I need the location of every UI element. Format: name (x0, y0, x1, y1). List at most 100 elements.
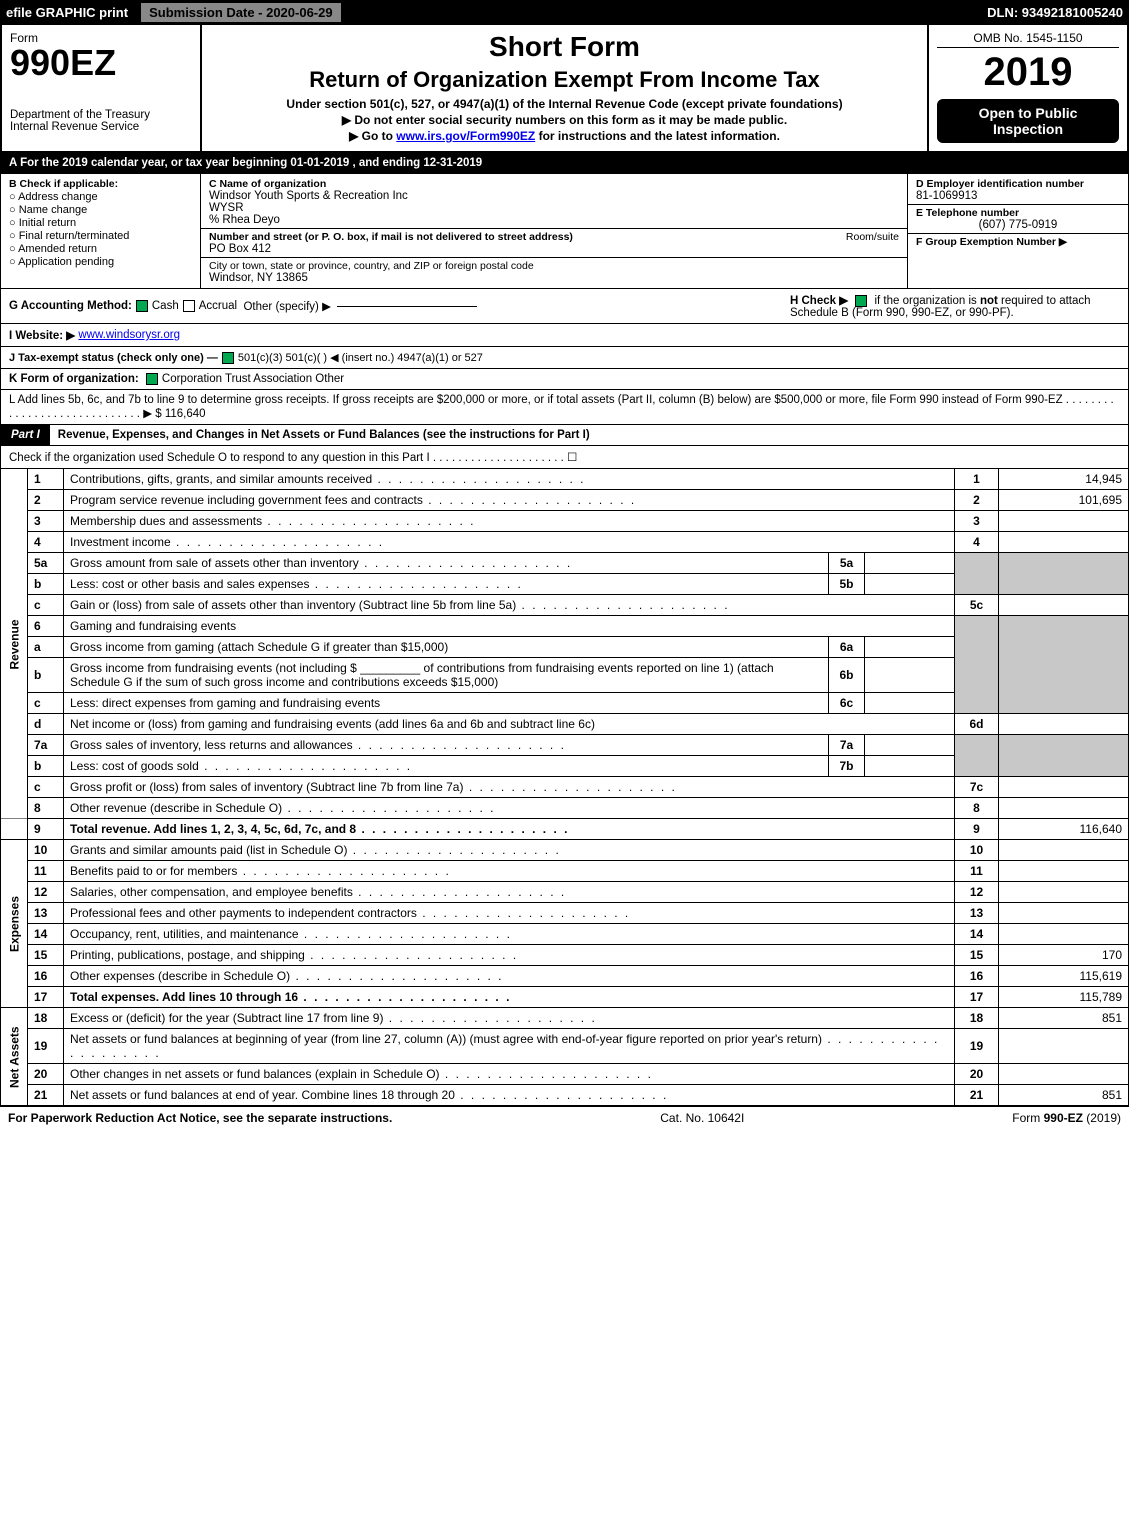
l18-v: 851 (999, 1008, 1129, 1029)
l1-v: 14,945 (999, 469, 1129, 490)
l5a-t: Gross amount from sale of assets other t… (64, 553, 829, 574)
footer-mid: Cat. No. 10642I (660, 1111, 744, 1125)
g-label: G Accounting Method: (9, 300, 132, 312)
l8-t: Other revenue (describe in Schedule O) (64, 798, 955, 819)
box-c-label: C Name of organization (209, 178, 899, 190)
box-e-label: E Telephone number (916, 207, 1120, 219)
org-name-1: Windsor Youth Sports & Recreation Inc (209, 190, 899, 202)
l5b-sv (865, 574, 955, 595)
l1-n: 1 (28, 469, 64, 490)
row-k: K Form of organization: Corporation Trus… (0, 369, 1129, 390)
l5b-s: 5b (829, 574, 865, 595)
l6-t: Gaming and fundraising events (64, 616, 955, 637)
l3-v (999, 511, 1129, 532)
l15-n: 15 (28, 945, 64, 966)
l4-t: Investment income (64, 532, 955, 553)
row-l: L Add lines 5b, 6c, and 7b to line 9 to … (0, 390, 1129, 425)
chk-h[interactable] (855, 295, 867, 307)
efile-label: efile GRAPHIC print (6, 5, 128, 20)
chk-name-change[interactable]: Name change (9, 204, 192, 216)
box-d-label: D Employer identification number (916, 178, 1120, 190)
tax-year: 2019 (937, 50, 1119, 95)
part1-title: Revenue, Expenses, and Changes in Net As… (50, 425, 1128, 445)
l5b-n: b (28, 574, 64, 595)
l14-v (999, 924, 1129, 945)
l15-v: 170 (999, 945, 1129, 966)
chk-application-pending[interactable]: Application pending (9, 256, 192, 268)
chk-cash[interactable] (136, 300, 148, 312)
other-blank[interactable] (337, 306, 477, 307)
l1-t: Contributions, gifts, grants, and simila… (64, 469, 955, 490)
l19-t: Net assets or fund balances at beginning… (64, 1029, 955, 1064)
box-b: B Check if applicable: Address change Na… (1, 174, 201, 288)
side-rev-end (1, 819, 28, 840)
l3-c: 3 (955, 511, 999, 532)
l20-n: 20 (28, 1064, 64, 1085)
l19-c: 19 (955, 1029, 999, 1064)
website-link[interactable]: www.windsorysr.org (78, 329, 180, 341)
footer: For Paperwork Reduction Act Notice, see … (0, 1106, 1129, 1129)
po-box: PO Box 412 (209, 243, 899, 255)
l6b-s: 6b (829, 658, 865, 693)
chk-initial-return[interactable]: Initial return (9, 217, 192, 229)
subtitle-2: ▶ Do not enter social security numbers o… (210, 113, 919, 127)
l17-c: 17 (955, 987, 999, 1008)
open-to-public: Open to Public Inspection (937, 99, 1119, 143)
l16-n: 16 (28, 966, 64, 987)
box-b-title: B Check if applicable: (9, 178, 192, 190)
side-expenses: Expenses (1, 840, 28, 1008)
chk-501c3[interactable] (222, 352, 234, 364)
l17-n: 17 (28, 987, 64, 1008)
l10-v (999, 840, 1129, 861)
subtitle-1: Under section 501(c), 527, or 4947(a)(1)… (210, 97, 919, 111)
form-number: 990EZ (10, 45, 192, 81)
part1-header: Part I Revenue, Expenses, and Changes in… (0, 425, 1129, 446)
l7a-s: 7a (829, 735, 865, 756)
l6c-s: 6c (829, 693, 865, 714)
gray-5 (955, 553, 999, 595)
l18-c: 18 (955, 1008, 999, 1029)
l7c-v (999, 777, 1129, 798)
l13-v (999, 903, 1129, 924)
l5c-n: c (28, 595, 64, 616)
period-row: A For the 2019 calendar year, or tax yea… (0, 153, 1129, 174)
chk-corp[interactable] (146, 373, 158, 385)
footer-left: For Paperwork Reduction Act Notice, see … (8, 1111, 392, 1125)
l16-v: 115,619 (999, 966, 1129, 987)
sub3-pre: ▶ Go to (349, 129, 396, 143)
return-title: Return of Organization Exempt From Incom… (210, 67, 919, 93)
short-form-title: Short Form (210, 31, 919, 63)
chk-amended-return[interactable]: Amended return (9, 243, 192, 255)
subtitle-3: ▶ Go to www.irs.gov/Form990EZ for instru… (210, 129, 919, 143)
h-not: not (980, 295, 998, 307)
l12-v (999, 882, 1129, 903)
chk-final-return[interactable]: Final return/terminated (9, 230, 192, 242)
dept-treasury: Department of the Treasury (10, 109, 192, 121)
l5a-s: 5a (829, 553, 865, 574)
l6a-t: Gross income from gaming (attach Schedul… (64, 637, 829, 658)
l7c-c: 7c (955, 777, 999, 798)
l7b-s: 7b (829, 756, 865, 777)
l5c-c: 5c (955, 595, 999, 616)
chk-accrual[interactable] (183, 300, 195, 312)
footer-right: Form 990-EZ (2019) (1012, 1111, 1121, 1125)
chk-address-change[interactable]: Address change (9, 191, 192, 203)
j-opts: 501(c)(3) 501(c)( ) ◀ (insert no.) 4947(… (238, 351, 483, 364)
l2-n: 2 (28, 490, 64, 511)
l5c-v (999, 595, 1129, 616)
l4-v (999, 532, 1129, 553)
l7b-sv (865, 756, 955, 777)
box-f-label: F Group Exemption Number ▶ (916, 236, 1120, 248)
row-gh: G Accounting Method: Cash Accrual Other … (0, 289, 1129, 324)
row-j: J Tax-exempt status (check only one) — 5… (0, 347, 1129, 369)
form990ez-link[interactable]: www.irs.gov/Form990EZ (396, 129, 535, 143)
city-value: Windsor, NY 13865 (209, 272, 899, 284)
submission-date: Submission Date - 2020-06-29 (140, 2, 342, 23)
part1-check: Check if the organization used Schedule … (0, 446, 1129, 469)
l9-n: 9 (28, 819, 64, 840)
meta-grid: B Check if applicable: Address change Na… (0, 174, 1129, 289)
l7a-sv (865, 735, 955, 756)
l18-t: Excess or (deficit) for the year (Subtra… (64, 1008, 955, 1029)
l20-c: 20 (955, 1064, 999, 1085)
l6d-v (999, 714, 1129, 735)
